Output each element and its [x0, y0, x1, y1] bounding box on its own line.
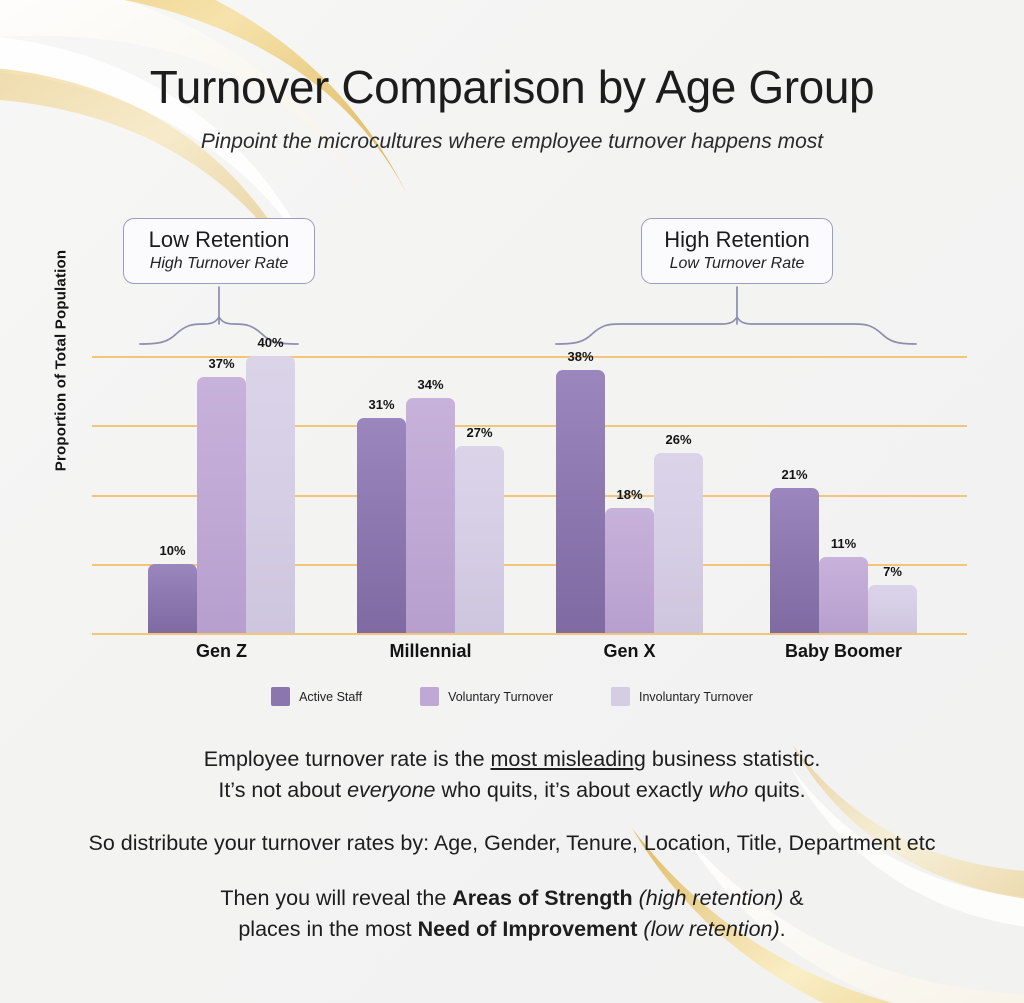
footer-line-2-part-b: who quits, it’s about exactly: [435, 777, 709, 802]
bar-gen-x-involuntary-turnover: [654, 452, 703, 633]
footer-block-1: Employee turnover rate is the most misle…: [0, 744, 1024, 806]
footer-line-1-underlined: most misleading: [490, 747, 646, 771]
gridline-20: [92, 494, 967, 497]
bar-gen-x-voluntary-turnover: [605, 508, 654, 633]
bar-value-label: 34%: [417, 376, 444, 392]
bar-baby-boomer-involuntary-turnover: [868, 584, 917, 633]
callout-high-retention-subtitle: Low Turnover Rate: [669, 255, 805, 273]
bar-baby-boomer-voluntary-turnover: [819, 556, 868, 633]
bar-value-label: 18%: [616, 487, 643, 503]
legend-swatch-icon: [420, 687, 440, 706]
bar-value-label: 27%: [466, 425, 493, 441]
footer-line-2-italic-who: who: [708, 777, 749, 802]
footer-line-4-part-a: Then you will reveal the: [220, 885, 453, 910]
gridline-0: [92, 633, 967, 635]
bar-value-label: 7%: [883, 563, 902, 579]
bar-value-label: 40%: [257, 335, 284, 350]
page-subtitle: Pinpoint the microcultures where employe…: [200, 129, 824, 153]
bar-millennial-active-staff: [357, 418, 406, 633]
footer-block-2: So distribute your turnover rates by: Ag…: [0, 828, 1024, 859]
bar-baby-boomer-active-staff: [770, 487, 819, 633]
legend-swatch-icon: [610, 687, 630, 706]
bar-millennial-involuntary-turnover: [455, 446, 504, 633]
bar-value-label: 38%: [567, 348, 594, 364]
y-axis-label: Proportion of Total Population: [52, 249, 70, 472]
chart-legend: Active Staff Voluntary Turnover Involuntar…: [0, 687, 1024, 706]
footer-line-1-part-b: business statistic.: [645, 747, 821, 771]
legend-label: Active Staff: [299, 689, 363, 704]
bar-value-label: 21%: [781, 466, 808, 482]
footer-line-1: Employee turnover rate is the most misle…: [0, 744, 1024, 775]
category-label-baby-boomer: Baby Boomer: [784, 641, 903, 661]
callout-high-retention: High Retention Low Turnover Rate: [641, 218, 833, 285]
footer-text: Employee turnover rate is the most misle…: [0, 744, 1024, 945]
footer-line-5: places in the most Need of Improvement (…: [0, 914, 1024, 945]
bar-millennial-voluntary-turnover: [406, 397, 455, 633]
legend-label: Voluntary Turnover: [448, 689, 553, 704]
footer-line-5-part-a: places in the most: [238, 916, 418, 941]
bar-gen-z-active-staff: [148, 563, 197, 633]
legend-item-involuntary-turnover: Involuntary Turnover: [610, 687, 753, 706]
bar-gen-z-voluntary-turnover: [197, 376, 246, 633]
footer-line-2: It’s not about everyone who quits, it’s …: [0, 775, 1024, 806]
footer-line-2-italic-everyone: everyone: [347, 777, 436, 802]
footer-line-4-part-d: &: [783, 885, 804, 910]
category-label-gen-z: Gen Z: [195, 641, 247, 661]
bar-value-label: 31%: [368, 397, 395, 413]
bar-value-label: 26%: [665, 431, 692, 447]
bar-value-label: 37%: [208, 355, 235, 371]
bar-value-label: 10%: [159, 542, 186, 558]
footer-line-4-italic: (high retention): [638, 885, 784, 910]
gridline-40: [92, 356, 967, 358]
category-label-gen-x: Gen X: [603, 641, 656, 661]
footer-line-4-bold: Areas of Strength: [452, 885, 633, 910]
footer-line-3: So distribute your turnover rates by: Ag…: [88, 830, 936, 855]
category-label-millennial: Millennial: [389, 641, 472, 661]
bar-gen-z-involuntary-turnover: [246, 356, 295, 633]
footer-line-5-italic: (low retention): [643, 916, 780, 941]
footer-line-1-part-a: Employee turnover rate is the: [203, 747, 491, 771]
callout-low-retention: Low Retention High Turnover Rate: [123, 218, 315, 285]
header: Turnover Comparison by Age Group Pinpoin…: [0, 61, 1024, 154]
footer-block-3: Then you will reveal the Areas of Streng…: [0, 883, 1024, 945]
legend-label: Involuntary Turnover: [638, 689, 753, 704]
callout-low-retention-subtitle: High Turnover Rate: [149, 255, 289, 273]
bar-gen-x-active-staff: [556, 369, 605, 633]
footer-line-5-part-d: .: [779, 916, 786, 941]
footer-line-2-part-c: quits.: [748, 777, 806, 802]
bar-value-label: 11%: [830, 535, 857, 551]
gridline-30: [92, 425, 967, 428]
footer-line-2-part-a: It’s not about: [218, 777, 348, 802]
callout-low-retention-title: Low Retention: [148, 227, 290, 252]
page-title: Turnover Comparison by Age Group: [149, 61, 875, 113]
legend-item-voluntary-turnover: Voluntary Turnover: [420, 687, 553, 706]
callout-high-retention-title: High Retention: [664, 227, 810, 252]
gridline-10: [92, 563, 967, 566]
legend-swatch-icon: [271, 687, 291, 706]
footer-line-5-bold: Need of Improvement: [417, 916, 638, 941]
legend-item-active-staff: Active Staff: [271, 687, 362, 706]
footer-line-4: Then you will reveal the Areas of Streng…: [0, 883, 1024, 914]
